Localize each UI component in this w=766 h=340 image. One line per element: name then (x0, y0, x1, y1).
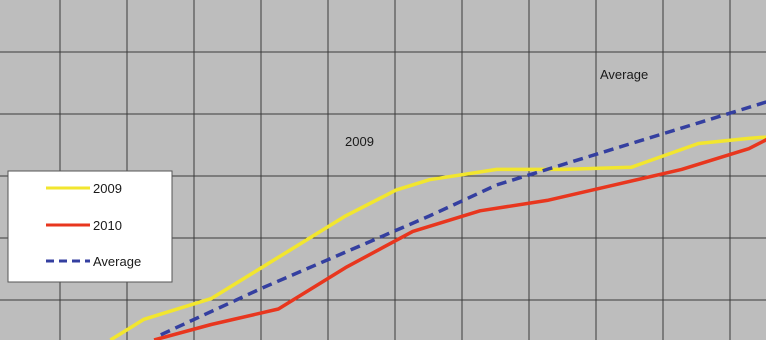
series-line-2010 (153, 137, 766, 340)
series-line-2009 (109, 135, 766, 340)
legend: 2009 2010 Average (7, 170, 173, 283)
legend-label-2010: 2010 (93, 218, 122, 233)
annotation-2009: 2009 (345, 134, 374, 149)
annotation-average: Average (600, 67, 648, 82)
legend-label-2009: 2009 (93, 181, 122, 196)
annotation-layer: 2009 Average (345, 67, 648, 149)
series-layer (109, 100, 766, 340)
series-line-average (160, 100, 766, 337)
legend-label-average: Average (93, 254, 141, 269)
